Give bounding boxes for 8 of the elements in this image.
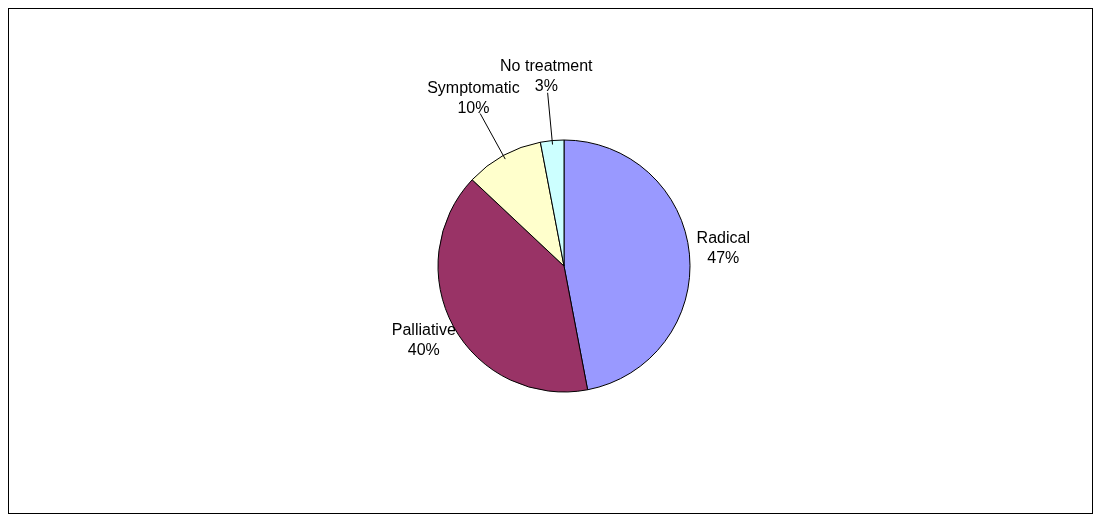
data-label: 3% (534, 76, 558, 94)
slice-label: Symptomatic (427, 79, 520, 97)
data-label: 47% (707, 248, 740, 266)
slice-label: Palliative (391, 321, 456, 339)
slice-label: No treatment (500, 56, 594, 74)
slice-label: Radical (696, 228, 750, 246)
data-label: 10% (457, 99, 490, 117)
data-label: 40% (407, 341, 440, 359)
